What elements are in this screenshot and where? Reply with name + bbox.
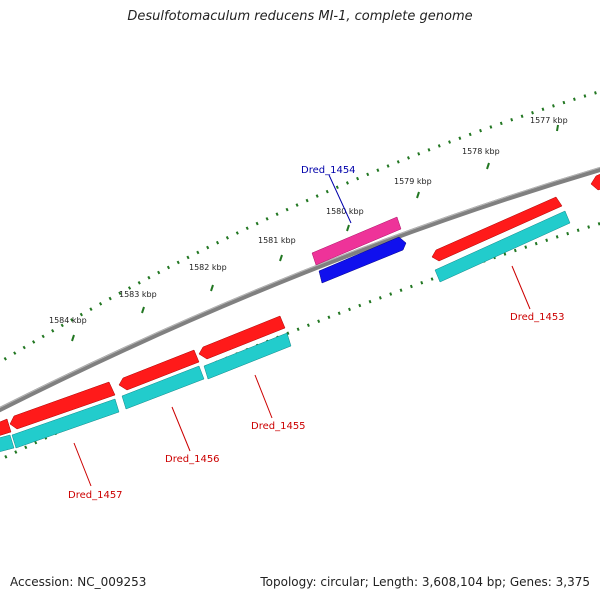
tick-label-1582: 1582 kbp: [189, 263, 227, 272]
major-tick: [346, 224, 350, 232]
cds-arrow-right-edge[interactable]: [590, 172, 600, 191]
leader-dred-1456: [171, 406, 191, 452]
feature-dred-1454[interactable]: [311, 216, 402, 266]
tick-label-1581: 1581 kbp: [258, 236, 296, 245]
leader-dred-1457: [73, 442, 92, 487]
gene-labels: Dred_1453 Dred_1454 Dred_1455 Dred_1456 …: [68, 165, 565, 501]
major-tick: [416, 191, 420, 199]
label-leaders: [73, 174, 531, 487]
feature-dred-1456[interactable]: [121, 365, 205, 410]
leader-dred-1453: [511, 265, 531, 310]
map-title: Desulfotomaculum reducens MI-1, complete…: [127, 9, 473, 24]
feature-dred-1457[interactable]: [11, 398, 120, 449]
topology-text: Topology: circular; Length: 3,608,104 bp…: [260, 575, 590, 589]
tick-label-1584: 1584 kbp: [49, 316, 87, 325]
feature-dred-1455[interactable]: [203, 332, 292, 380]
tick-label-1579: 1579 kbp: [394, 177, 432, 186]
major-tick: [486, 162, 490, 170]
tick-label-1583: 1583 kbp: [119, 290, 157, 299]
tick-label-1580: 1580 kbp: [326, 207, 364, 216]
gene-label-dred-1455[interactable]: Dred_1455: [251, 421, 306, 432]
cds-left-edge[interactable]: [0, 418, 12, 437]
major-tick: [279, 254, 283, 262]
cds-dred-1454[interactable]: [318, 236, 407, 284]
major-tick: [556, 124, 559, 132]
gene-label-dred-1454[interactable]: Dred_1454: [301, 165, 356, 176]
leader-dred-1455: [254, 374, 273, 419]
tick-labels: 1577 kbp 1578 kbp 1579 kbp 1580 kbp 1581…: [49, 116, 568, 325]
feature-left-edge[interactable]: [0, 434, 15, 453]
tick-label-1578: 1578 kbp: [462, 147, 500, 156]
forward-cds-features: [0, 172, 600, 437]
cds-dred-1455[interactable]: [198, 315, 286, 360]
gene-label-dred-1456[interactable]: Dred_1456: [165, 454, 220, 465]
gene-label-dred-1453[interactable]: Dred_1453: [510, 312, 565, 323]
major-ticks: [71, 124, 559, 342]
genome-backbone-highlight: [0, 166, 600, 409]
leader-dred-1454: [328, 174, 352, 224]
outer-tick-ring: [0, 89, 600, 364]
cds-dred-1456[interactable]: [118, 349, 200, 391]
major-tick: [71, 334, 75, 342]
major-tick: [210, 284, 214, 292]
cds-dred-1453[interactable]: [431, 196, 563, 262]
cds-dred-1457[interactable]: [9, 381, 116, 430]
tick-label-1577: 1577 kbp: [530, 116, 568, 125]
gene-label-dred-1457[interactable]: Dred_1457: [68, 490, 123, 501]
accession-text: Accession: NC_009253: [10, 575, 147, 589]
forward-annotation-features: [0, 210, 571, 453]
feature-dred-1453[interactable]: [434, 210, 571, 283]
genome-backbone: [0, 166, 600, 413]
major-tick: [141, 306, 145, 314]
